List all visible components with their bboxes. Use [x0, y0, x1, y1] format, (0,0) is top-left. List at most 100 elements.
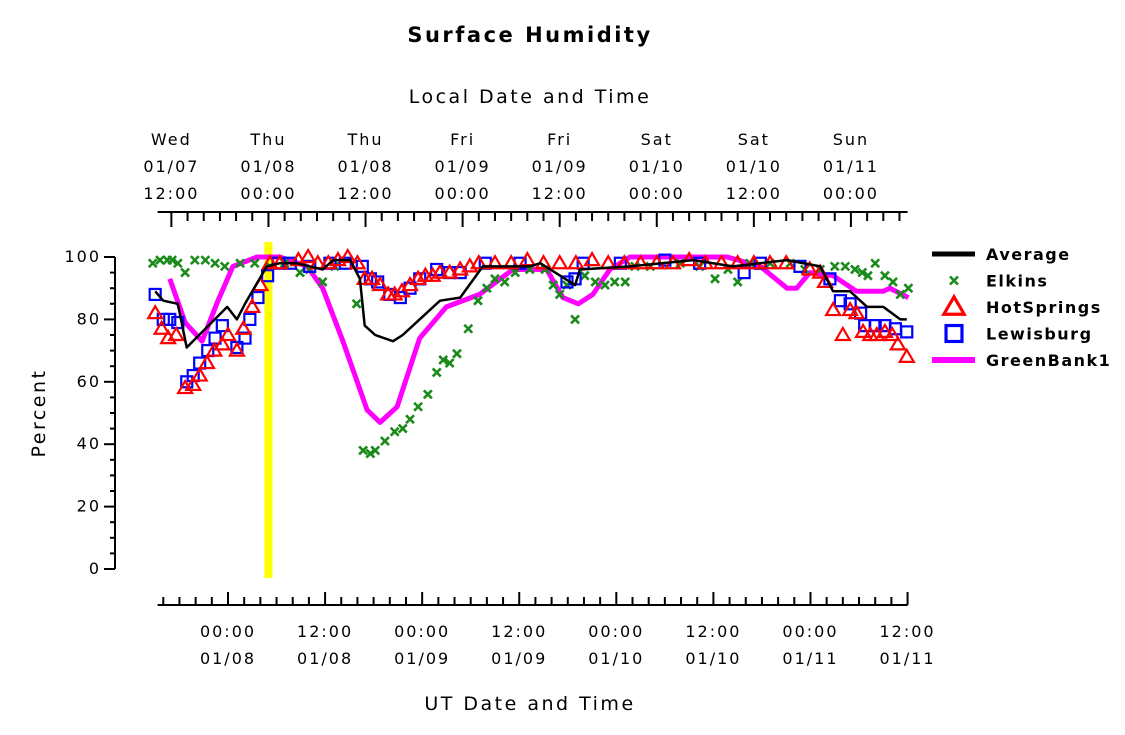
- data-point-hotsprings: [744, 254, 763, 270]
- data-point-hotsprings: [363, 269, 381, 285]
- data-point-hotsprings: [583, 250, 601, 267]
- data-point-hotsprings: [833, 325, 852, 342]
- data-point-elkins: [317, 277, 328, 287]
- data-point-hotsprings: [469, 254, 488, 270]
- top-tick-label-day: Sat: [738, 130, 770, 149]
- data-point-elkins: [413, 401, 424, 412]
- data-point-hotsprings: [423, 266, 442, 282]
- data-point-hotsprings: [243, 297, 262, 314]
- data-point-lewisburg: [251, 290, 265, 305]
- top-tick-label-time: 12:00: [532, 184, 588, 203]
- top-tick-label-day: Sat: [641, 130, 673, 149]
- data-point-lewisburg: [355, 259, 369, 273]
- top-tick-label-date: 01/08: [337, 157, 393, 176]
- top-tick-label-day: Fri: [450, 130, 475, 149]
- top-tick-label-date: 01/10: [629, 157, 685, 176]
- data-point-elkins: [600, 280, 610, 290]
- data-point-elkins: [903, 283, 914, 294]
- legend-item-greenbank1: GreenBank1: [932, 351, 1110, 370]
- bottom-tick-label-time: 12:00: [491, 622, 547, 641]
- data-point-hotsprings: [777, 254, 796, 270]
- data-point-elkins: [879, 270, 890, 281]
- bottom-tick-label-time: 00:00: [782, 622, 838, 641]
- top-tick-label-time: 00:00: [823, 184, 879, 203]
- data-point-hotsprings: [841, 300, 860, 317]
- data-point-elkins: [732, 277, 743, 287]
- top-tick-label-time: 12:00: [143, 184, 199, 203]
- data-point-hotsprings: [502, 254, 521, 270]
- top-axis-label: Local Date and Time: [409, 86, 652, 108]
- data-point-elkins: [888, 277, 898, 287]
- data-point-hotsprings: [152, 319, 171, 335]
- data-point-hotsprings: [431, 263, 449, 279]
- bottom-tick-label-date: 01/09: [394, 649, 450, 668]
- data-point-hotsprings: [299, 247, 318, 264]
- top-tick-label-time: 12:00: [726, 184, 782, 203]
- data-point-hotsprings: [615, 254, 634, 270]
- data-point-hotsprings: [888, 335, 907, 351]
- data-point-hotsprings: [184, 375, 203, 392]
- data-point-hotsprings: [227, 341, 246, 357]
- y-tick-label: 100: [64, 247, 101, 266]
- data-point-hotsprings: [854, 322, 872, 338]
- series-elkins: [147, 255, 914, 459]
- bottom-tick-label-time: 00:00: [394, 622, 450, 641]
- data-point-elkins: [351, 298, 362, 309]
- bottom-tick-label-date: 01/11: [782, 649, 838, 668]
- data-point-hotsprings: [213, 335, 232, 351]
- legend-label: HotSprings: [986, 298, 1102, 317]
- data-point-lewisburg: [560, 275, 574, 289]
- y-axis-label: Percent: [28, 369, 50, 458]
- legend-item-average: Average: [932, 245, 1069, 264]
- data-point-elkins: [405, 414, 415, 425]
- data-point-hotsprings: [847, 303, 866, 320]
- top-tick-label-day: Sun: [833, 130, 869, 149]
- data-point-lewisburg: [215, 319, 229, 333]
- data-point-hotsprings: [338, 247, 357, 264]
- data-point-hotsprings: [897, 347, 916, 363]
- bottom-tick-label-time: 12:00: [685, 622, 741, 641]
- data-point-elkins: [473, 295, 483, 306]
- data-point-lewisburg: [833, 294, 848, 308]
- top-tick-label-time: 00:00: [629, 184, 685, 203]
- data-point-hotsprings: [409, 269, 428, 285]
- data-point-elkins: [200, 255, 211, 266]
- series-average: [154, 258, 907, 349]
- data-point-hotsprings: [198, 353, 216, 370]
- bottom-tick-label-date: 01/08: [297, 649, 353, 668]
- data-point-lewisburg: [793, 259, 807, 273]
- bottom-tick-label-date: 01/11: [880, 649, 936, 668]
- top-tick-label-time: 12:00: [337, 184, 393, 203]
- data-point-elkins: [180, 267, 191, 278]
- data-point-elkins: [172, 258, 183, 269]
- y-tick-label: 20: [77, 497, 101, 516]
- data-point-elkins: [397, 423, 408, 434]
- data-point-lewisburg: [148, 287, 162, 302]
- y-tick-label: 40: [77, 434, 101, 453]
- data-point-hotsprings: [824, 300, 843, 317]
- data-point-elkins: [590, 277, 601, 287]
- data-point-hotsprings: [550, 254, 569, 270]
- data-point-hotsprings: [440, 263, 459, 279]
- legend-swatch: [941, 293, 967, 316]
- bottom-tick-label-date: 01/08: [200, 649, 256, 668]
- data-point-elkins: [358, 445, 369, 456]
- legend-swatch: [949, 275, 959, 286]
- data-point-hotsprings: [385, 285, 404, 301]
- data-point-hotsprings: [371, 275, 390, 292]
- data-point-hotsprings: [800, 260, 819, 276]
- data-point-elkins: [189, 255, 200, 266]
- data-point-elkins: [380, 436, 390, 446]
- data-point-lewisburg: [900, 325, 914, 339]
- data-point-elkins: [249, 258, 260, 269]
- top-tick-label-date: 01/07: [143, 157, 199, 176]
- y-tick-label: 0: [89, 559, 101, 578]
- current-time-marker: [264, 242, 273, 578]
- top-tick-label-date: 01/09: [435, 157, 491, 176]
- series-hotsprings: [146, 247, 916, 395]
- data-point-hotsprings: [219, 325, 237, 342]
- top-tick-label-day: Fri: [547, 130, 572, 149]
- top-tick-label-date: 01/08: [240, 157, 296, 176]
- data-point-elkins: [710, 273, 720, 284]
- data-point-hotsprings: [883, 325, 902, 342]
